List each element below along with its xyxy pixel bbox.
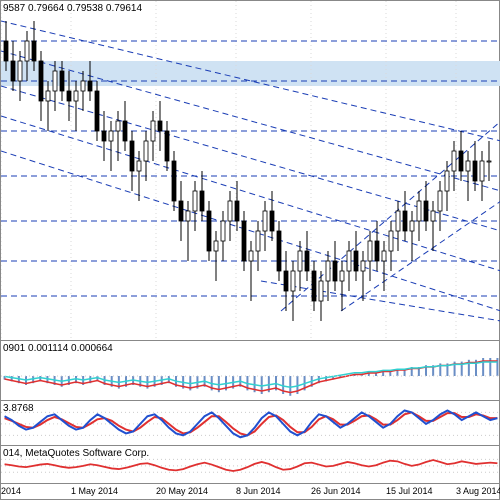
stochastic-panel[interactable]: 3.8768 (1, 401, 500, 446)
x-axis-label: 26 Jun 2014 (311, 486, 361, 496)
time-axis: 2014 1 May 2014 20 May 2014 8 Jun 2014 26 Ju… (1, 484, 500, 501)
x-axis-label: 8 Jun 2014 (236, 486, 281, 496)
price-chart-svg (1, 1, 500, 341)
ohlc-header: 9587 0.79664 0.79538 0.79614 (3, 3, 142, 14)
stoch-svg (1, 401, 500, 446)
x-axis-label: 20 May 2014 (156, 486, 208, 496)
macd-panel[interactable]: 0901 0.001114 0.000664 (1, 341, 500, 401)
copyright-text: 014, MetaQuotes Software Corp. (3, 448, 149, 459)
x-axis-label: 2014 (1, 486, 21, 496)
chart-container: 9587 0.79664 0.79538 0.79614 0901 0.0011… (0, 0, 500, 500)
x-axis-label: 15 Jul 2014 (386, 486, 433, 496)
macd-label: 0901 0.001114 0.000664 (3, 343, 113, 354)
x-axis-label: 3 Aug 2014 (456, 486, 500, 496)
stoch-label: 3.8768 (3, 403, 34, 414)
price-chart-panel[interactable]: 9587 0.79664 0.79538 0.79614 (1, 1, 500, 341)
x-axis-label: 1 May 2014 (71, 486, 118, 496)
rsi-panel[interactable]: 014, MetaQuotes Software Corp. (1, 446, 500, 484)
